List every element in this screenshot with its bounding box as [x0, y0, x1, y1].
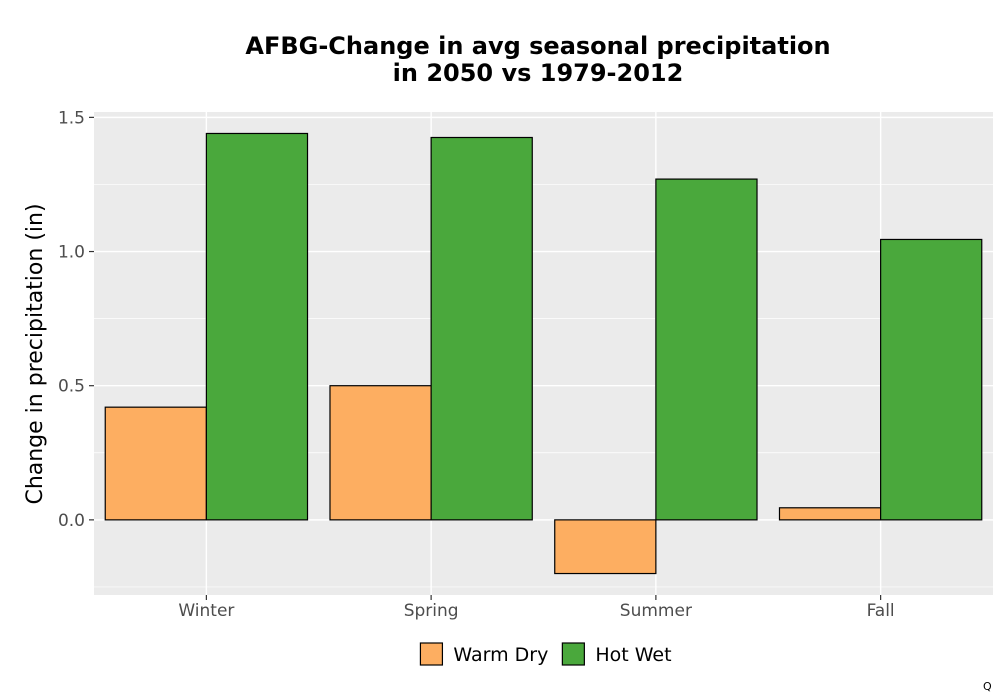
y-axis-title: Change in precipitation (in)	[23, 203, 48, 504]
bar-hot-wet-spring	[430, 136, 533, 521]
legend-label-hot-wet: Hot Wet	[595, 644, 671, 666]
y-tick-label: 0.0	[58, 511, 85, 531]
legend: Warm Dry Hot Wet	[419, 642, 672, 666]
y-tick-label: 1.0	[58, 243, 85, 263]
bar-hot-wet-winter	[205, 132, 309, 521]
x-tick-label: Fall	[867, 601, 895, 621]
chart-title-line-1: AFBG-Change in avg seasonal precipitatio…	[245, 32, 830, 60]
y-axis: 0.0 0.5 1.0 1.5	[58, 108, 94, 531]
x-tick-label: Summer	[620, 601, 692, 621]
x-tick-label: Winter	[178, 601, 234, 621]
y-tick-label: 0.5	[58, 377, 85, 397]
x-axis: Winter Spring Summer Fall	[178, 595, 895, 621]
corner-mark: Q	[983, 680, 992, 693]
legend-label-warm-dry: Warm Dry	[453, 644, 548, 666]
legend-key-warm-dry	[419, 642, 444, 666]
bars	[104, 132, 983, 575]
bar-warm-dry-summer	[554, 519, 657, 575]
bar-warm-dry-spring	[329, 385, 432, 521]
legend-key-hot-wet	[561, 642, 585, 666]
y-tick-label: 1.5	[58, 108, 85, 128]
bar-hot-wet-fall	[880, 238, 983, 521]
chart-title-line-2: in 2050 vs 1979-2012	[393, 59, 684, 87]
x-tick-label: Spring	[404, 601, 459, 621]
bar-warm-dry-fall	[778, 507, 882, 521]
bar-warm-dry-winter	[104, 406, 207, 521]
bar-hot-wet-summer	[655, 178, 758, 521]
